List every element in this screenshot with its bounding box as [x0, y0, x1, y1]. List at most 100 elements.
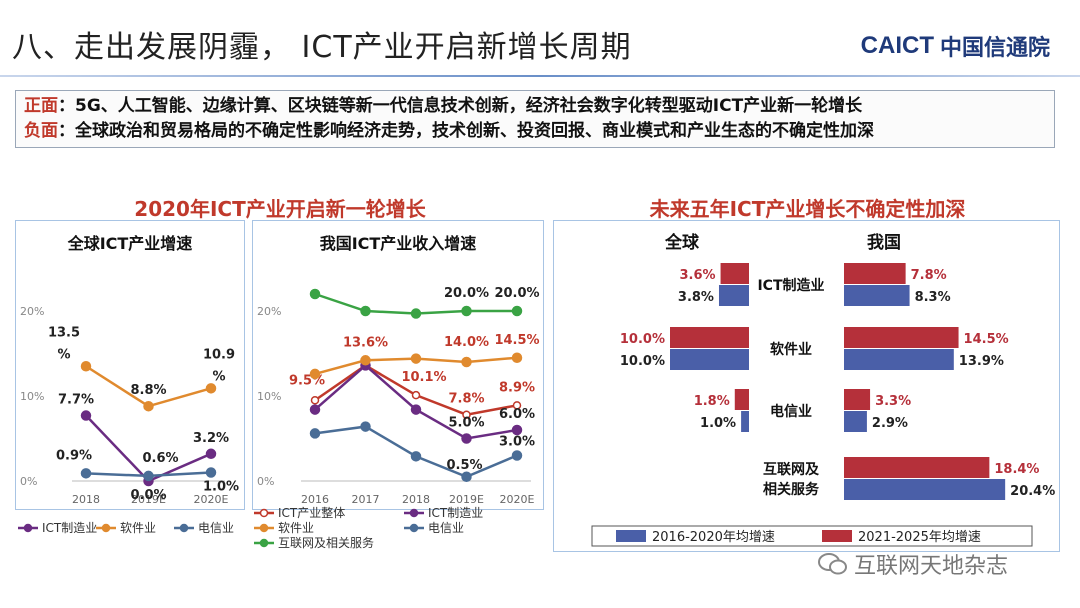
data-point	[511, 305, 523, 317]
y-tick-label: 20%	[257, 305, 281, 318]
data-label: 10.9	[203, 347, 235, 362]
data-label: 13.6%	[343, 335, 388, 350]
bar-china	[844, 411, 867, 432]
data-point	[512, 401, 522, 410]
legend-label-red: 2021-2025年均增速	[858, 530, 981, 545]
y-tick-label: 0%	[257, 475, 274, 488]
legend-label: 电信业	[198, 521, 235, 535]
chart-title: 我国ICT产业收入增速	[320, 234, 477, 253]
right-section-title: 未来五年ICT产业增长不确定性加深	[649, 197, 966, 221]
legend-swatch-icon	[96, 523, 116, 532]
logo-en: CAICT	[860, 32, 934, 59]
x-tick-label: 2018	[72, 493, 100, 506]
bar-global	[720, 263, 749, 284]
bar-china	[844, 389, 871, 410]
data-point	[511, 352, 523, 363]
data-point	[360, 355, 371, 366]
data-point	[309, 428, 321, 439]
bar-label-china: 14.5%	[964, 332, 1009, 347]
data-point	[511, 450, 523, 461]
bar-label-global: 1.0%	[700, 416, 736, 431]
legend-item: ICT产业整体	[254, 504, 345, 521]
data-label: 7.8%	[448, 392, 484, 407]
legend-label: 软件业	[278, 521, 315, 535]
china-revenue-chart: 我国ICT产业收入增速 0% 10% 20% 2016 2017 2018 2019E 2020…	[257, 234, 540, 506]
bar-china	[844, 457, 990, 478]
y-tick-label: 10%	[20, 390, 44, 403]
header-divider	[0, 75, 1080, 77]
positive-line: 正面：5G、人工智能、边缘计算、区块链等新一代信息技术创新，经济社会数字化转型驱…	[24, 94, 1046, 119]
data-label: %	[57, 347, 70, 362]
positive-key: 正面	[24, 96, 58, 116]
legend-swatch-icon	[254, 523, 274, 532]
bar-label-china: 8.3%	[915, 290, 951, 305]
legend-swatch-icon	[254, 508, 274, 517]
watermark-text: 互联网天地杂志	[854, 554, 1009, 579]
positive-text: ：5G、人工智能、边缘计算、区块链等新一代信息技术创新，经济社会数字化转型驱动I…	[58, 96, 863, 116]
left-section-title: 2020年ICT产业开启新一轮增长	[134, 197, 426, 221]
bar-china	[844, 349, 954, 370]
category-label: ICT制造业	[757, 277, 824, 294]
bar-label-china: 2.9%	[872, 416, 908, 431]
legend-item: ICT制造业	[404, 504, 483, 521]
data-label: 3.2%	[193, 431, 229, 446]
bar-global	[670, 349, 749, 370]
data-label: 20.0%	[494, 286, 539, 301]
data-point	[461, 356, 472, 368]
data-point	[143, 470, 154, 482]
data-point	[410, 404, 422, 415]
chart-title: 全球ICT产业增速	[67, 234, 193, 253]
x-tick-label: 2018	[402, 493, 430, 506]
data-point	[309, 404, 321, 415]
data-point	[411, 390, 421, 400]
data-label: 5.0%	[448, 416, 484, 431]
data-label: 8.8%	[130, 383, 166, 398]
data-label: 14.5%	[494, 333, 539, 348]
legend-swatch-icon	[404, 523, 424, 532]
data-label: 6.0%	[499, 407, 535, 422]
category-label: 互联网及	[763, 462, 820, 478]
bar-china	[844, 285, 910, 306]
data-label: 0.9%	[56, 448, 92, 463]
data-point	[410, 308, 422, 319]
global-chart-panel: 全球ICT产业增速 0% 10% 20% 2018 2019E 2020E 7.7% 0.0% 3…	[15, 220, 245, 510]
negative-line: 负面：全球政治和贸易格局的不确定性影响经济走势，技术创新、投资回报、商业模式和产…	[24, 119, 1046, 144]
data-label: %	[212, 369, 225, 384]
legend-item: ICT制造业	[18, 519, 97, 536]
watermark: 互联网天地杂志	[818, 548, 1008, 580]
bar-label-china: 13.9%	[959, 354, 1004, 369]
data-point	[462, 410, 471, 419]
legend-label: 电信业	[428, 521, 465, 535]
bar-label-china: 18.4%	[994, 462, 1039, 477]
legend-swatch-icon	[404, 508, 424, 517]
negative-text: ：全球政治和贸易格局的不确定性影响经济走势，技术创新、投资回报、商业模式和产业生…	[58, 121, 874, 141]
data-point	[461, 471, 472, 482]
data-point	[360, 421, 371, 432]
legend-label: ICT产业整体	[278, 506, 346, 520]
legend-swatch-icon	[174, 523, 194, 532]
outlook-chart-panel: 全球 我国 ICT制造业 3.6% 7.8% 3.8% 8.3% 软件业 10.0% 14.5% 1…	[553, 220, 1060, 552]
bar-china	[844, 327, 959, 348]
data-label: 10.1%	[401, 370, 446, 385]
bar-legend-box	[591, 525, 1033, 547]
group-title-global: 全球	[664, 232, 700, 253]
data-label: 0.0%	[130, 488, 166, 503]
data-label: 20.0%	[444, 286, 489, 301]
legend-item: 软件业	[254, 519, 314, 536]
x-tick-label: 2020E	[500, 493, 535, 506]
data-point	[80, 468, 92, 479]
bar-global	[741, 411, 749, 432]
legend-label: ICT制造业	[428, 506, 484, 520]
data-label: 0.5%	[446, 458, 482, 473]
china-chart-panel: 我国ICT产业收入增速 0% 10% 20% 2016 2017 2018 2019E 2020…	[252, 220, 544, 510]
bar-label-global: 3.6%	[679, 268, 715, 283]
bar-global	[670, 327, 749, 348]
data-label: 1.0%	[203, 480, 239, 495]
data-label: 0.6%	[142, 451, 178, 466]
x-tick-label: 2020E	[194, 493, 229, 506]
category-label: 软件业	[770, 341, 812, 358]
y-tick-label: 0%	[20, 475, 37, 488]
bar-china	[844, 263, 906, 284]
caict-logo: CAICT 中国信通院	[861, 30, 1050, 62]
bar-label-china: 20.4%	[1010, 484, 1055, 499]
